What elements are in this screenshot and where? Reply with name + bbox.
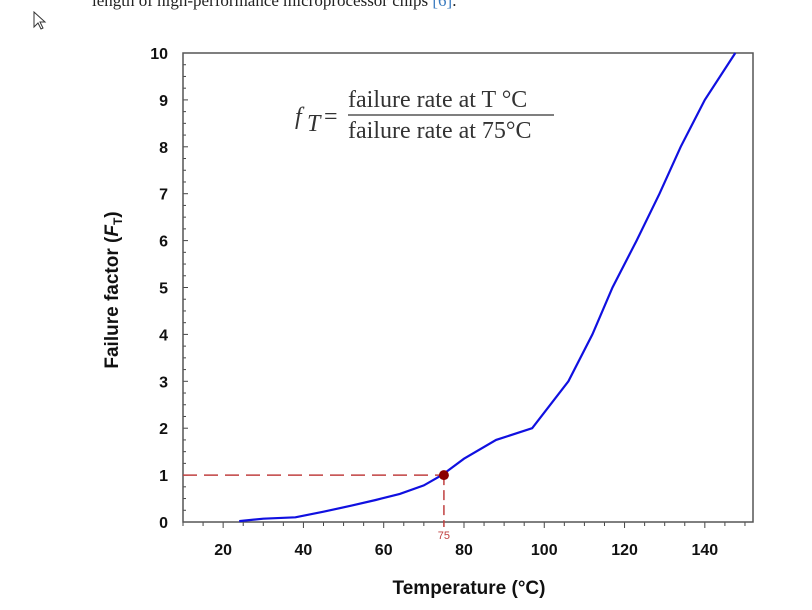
formula-lhs: f bbox=[295, 104, 305, 130]
y-tick-label: 9 bbox=[159, 93, 168, 110]
y-axis-label: Failure factor (FT) bbox=[102, 211, 125, 368]
mouse-cursor-icon bbox=[33, 11, 47, 30]
formula-numerator: failure rate at T °C bbox=[348, 87, 527, 113]
series-line-failure-factor bbox=[239, 52, 737, 523]
y-tick-label: 2 bbox=[159, 421, 168, 438]
x-tick-label: 60 bbox=[375, 542, 393, 559]
y-tick-label: 4 bbox=[159, 327, 168, 344]
formula-lhs-sub: T bbox=[307, 111, 322, 137]
y-tick-label: 1 bbox=[159, 468, 168, 485]
y-tick-label: 5 bbox=[159, 281, 168, 298]
y-tick-label: 10 bbox=[150, 46, 168, 63]
x-tick-label: 20 bbox=[214, 542, 232, 559]
formula: f T = failure rate at T °C failure rate … bbox=[295, 87, 554, 144]
reference-point-label: 75 bbox=[438, 530, 450, 542]
y-tick-label: 8 bbox=[159, 140, 168, 157]
y-tick-label: 0 bbox=[159, 515, 168, 532]
plot-frame bbox=[182, 52, 754, 523]
x-tick-label: 140 bbox=[691, 542, 718, 559]
formula-equals: = bbox=[324, 104, 338, 130]
y-tick-label: 6 bbox=[159, 234, 168, 251]
x-tick-label: 80 bbox=[455, 542, 473, 559]
x-tick-label: 40 bbox=[295, 542, 313, 559]
x-tick-label: 120 bbox=[611, 542, 638, 559]
x-tick-label: 100 bbox=[531, 542, 558, 559]
citation-link[interactable]: [6] bbox=[432, 0, 453, 10]
x-axis-label: Temperature (°C) bbox=[393, 578, 546, 599]
reference-point bbox=[438, 470, 449, 481]
y-tick-label: 3 bbox=[159, 374, 168, 391]
body-text-line: length of high-performance microprocesso… bbox=[92, 0, 456, 11]
period: . bbox=[452, 0, 457, 10]
y-tick-label: 7 bbox=[159, 187, 168, 204]
formula-denominator: failure rate at 75°C bbox=[348, 118, 532, 144]
body-text: length of high-performance microprocesso… bbox=[92, 0, 429, 10]
